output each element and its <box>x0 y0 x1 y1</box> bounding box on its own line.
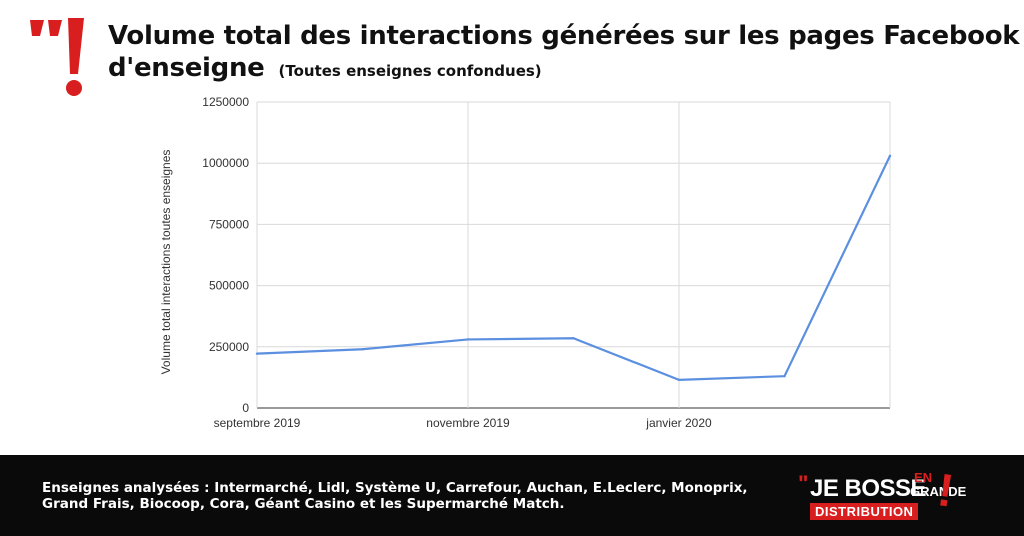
chart-series <box>255 154 892 382</box>
x-tick-label: septembre 2019 <box>214 416 301 430</box>
chart-title-text: Volume total des interactions générées s… <box>108 21 1020 83</box>
y-tick-label: 750000 <box>209 217 249 231</box>
data-point <box>677 378 681 382</box>
footer-brands-list: Enseignes analysées : Intermarché, Lidl,… <box>42 480 748 512</box>
chart-grid <box>256 101 891 409</box>
y-axis-label: Volume total interactions toutes enseign… <box>159 150 173 375</box>
quote-exclamation-icon <box>30 18 84 96</box>
y-axis-ticks: 0 250000 500000 750000 1000000 1250000 <box>202 95 249 415</box>
data-point <box>361 348 364 351</box>
x-tick-label: janvier 2020 <box>645 416 712 430</box>
data-point <box>466 338 470 341</box>
logo-quote: " <box>798 471 809 496</box>
chart-subtitle: (Toutes enseignes confondues) <box>278 62 542 80</box>
footer-banner: Enseignes analysées : Intermarché, Lidl,… <box>0 455 1024 536</box>
data-point <box>572 337 575 340</box>
logo-grande-text: GRANDE <box>910 484 967 499</box>
x-tick-label: novembre 2019 <box>426 416 510 430</box>
logo-distribution-text: DISTRIBUTION <box>810 503 919 520</box>
y-tick-label: 1000000 <box>202 156 249 170</box>
chart-title: Volume total des interactions générées s… <box>108 20 1024 87</box>
y-tick-label: 500000 <box>209 279 249 293</box>
line-chart: 0 250000 500000 750000 1000000 1250000 septem… <box>159 95 892 430</box>
data-point <box>783 374 786 378</box>
data-point <box>255 352 259 355</box>
y-tick-label: 0 <box>242 401 249 415</box>
y-tick-label: 1250000 <box>202 95 249 109</box>
logo-en-text: EN <box>914 470 933 485</box>
brand-logo: " JE BOSSE EN GRANDE DISTRIBUTION ! <box>796 461 966 531</box>
data-point <box>888 154 892 158</box>
series-line <box>256 155 891 381</box>
x-axis-ticks: septembre 2019 novembre 2019 janvier 2020 <box>214 416 712 430</box>
logo-main-text: JE BOSSE <box>810 475 927 502</box>
y-tick-label: 250000 <box>209 340 249 354</box>
